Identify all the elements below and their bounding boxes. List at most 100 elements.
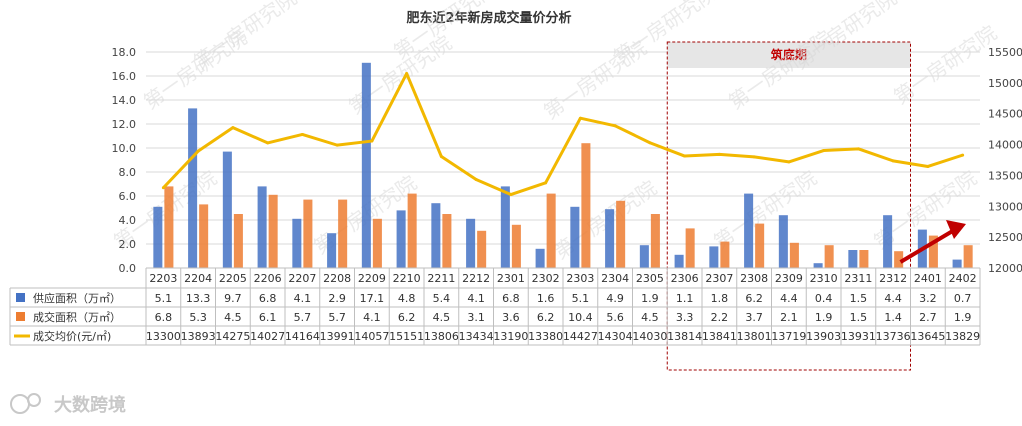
category-label: 2310 bbox=[810, 272, 838, 285]
table-cell: 14275 bbox=[215, 330, 250, 343]
price-point-2204 bbox=[197, 150, 200, 153]
bar-supply-2303 bbox=[570, 207, 579, 268]
category-label: 2307 bbox=[705, 272, 733, 285]
table-cell: 13903 bbox=[806, 330, 841, 343]
price-point-2302 bbox=[544, 181, 547, 184]
table-cell: 6.2 bbox=[398, 311, 416, 324]
table-cell: 6.2 bbox=[745, 292, 763, 305]
table-cell: 14057 bbox=[354, 330, 389, 343]
category-label: 2203 bbox=[149, 272, 177, 285]
table-cell: 5.7 bbox=[328, 311, 346, 324]
table-cell: 4.1 bbox=[467, 292, 485, 305]
watermark: 第一房研究院 bbox=[189, 0, 301, 74]
legend-label: 供应面积（万㎡） bbox=[33, 291, 121, 305]
table-cell: 13736 bbox=[876, 330, 911, 343]
bar-supply-2209 bbox=[362, 63, 371, 268]
bar-sold-2303 bbox=[581, 143, 590, 268]
price-point-2308 bbox=[753, 155, 756, 158]
table-cell: 3.6 bbox=[502, 311, 520, 324]
bar-supply-2210 bbox=[397, 210, 406, 268]
category-label: 2312 bbox=[879, 272, 907, 285]
bar-supply-2305 bbox=[640, 245, 649, 268]
bar-supply-2301 bbox=[501, 186, 510, 268]
price-point-2212 bbox=[475, 178, 478, 181]
table-cell: 4.5 bbox=[433, 311, 451, 324]
table-cell: 1.8 bbox=[711, 292, 729, 305]
bar-sold-2208 bbox=[338, 200, 347, 268]
price-point-2303 bbox=[579, 117, 582, 120]
bar-sold-2209 bbox=[373, 219, 382, 268]
bar-sold-2206 bbox=[269, 195, 278, 268]
right-axis-tick: 14000 bbox=[988, 139, 1022, 152]
price-point-2402 bbox=[961, 154, 964, 157]
bar-supply-2205 bbox=[223, 152, 232, 268]
category-label: 2204 bbox=[184, 272, 212, 285]
bar-sold-2212 bbox=[477, 231, 486, 268]
table-cell: 13300 bbox=[146, 330, 181, 343]
table-cell: 10.4 bbox=[568, 311, 593, 324]
bar-sold-2203 bbox=[164, 186, 173, 268]
category-label: 2304 bbox=[601, 272, 629, 285]
table-cell: 9.7 bbox=[224, 292, 242, 305]
table-cell: 4.5 bbox=[224, 311, 242, 324]
bar-sold-2204 bbox=[199, 204, 208, 268]
price-point-2307 bbox=[718, 153, 721, 156]
price-point-2401 bbox=[926, 165, 929, 168]
left-axis-tick: 0.0 bbox=[119, 262, 137, 275]
table-cell: 17.1 bbox=[360, 292, 385, 305]
table-cell: 13.3 bbox=[186, 292, 211, 305]
brand-logo: 大数跨境 bbox=[11, 394, 126, 416]
table-cell: 14027 bbox=[250, 330, 285, 343]
table-cell: 1.5 bbox=[850, 292, 868, 305]
table-cell: 13806 bbox=[424, 330, 459, 343]
bar-sold-2211 bbox=[442, 214, 451, 268]
table-cell: 4.5 bbox=[641, 311, 659, 324]
table-cell: 1.5 bbox=[850, 311, 868, 324]
table-cell: 1.6 bbox=[537, 292, 555, 305]
price-point-2312 bbox=[892, 159, 895, 162]
bar-sold-2205 bbox=[234, 214, 243, 268]
table-cell: 5.4 bbox=[433, 292, 451, 305]
legend-label: 成交面积（万㎡） bbox=[33, 310, 121, 324]
table-cell: 1.4 bbox=[884, 311, 902, 324]
table-cell: 2.2 bbox=[711, 311, 729, 324]
price-point-2304 bbox=[614, 124, 617, 127]
bar-supply-2306 bbox=[675, 255, 684, 268]
price-point-2211 bbox=[440, 155, 443, 158]
table-cell: 1.9 bbox=[641, 292, 659, 305]
bar-supply-2211 bbox=[431, 203, 440, 268]
category-label: 2205 bbox=[219, 272, 247, 285]
bar-supply-2308 bbox=[744, 194, 753, 268]
category-label: 2302 bbox=[532, 272, 560, 285]
table-cell: 13893 bbox=[181, 330, 216, 343]
price-point-2203 bbox=[162, 186, 165, 189]
table-cell: 3.1 bbox=[467, 311, 485, 324]
left-axis-tick: 8.0 bbox=[119, 166, 137, 179]
bar-supply-2207 bbox=[292, 219, 301, 268]
price-point-2309 bbox=[787, 160, 790, 163]
category-label: 2309 bbox=[775, 272, 803, 285]
right-axis-tick: 13000 bbox=[988, 200, 1022, 213]
bar-supply-2309 bbox=[779, 215, 788, 268]
table-cell: 1.9 bbox=[815, 311, 833, 324]
table-cell: 15151 bbox=[389, 330, 424, 343]
category-label: 2305 bbox=[636, 272, 664, 285]
table-cell: 6.8 bbox=[259, 292, 277, 305]
bar-sold-2402 bbox=[964, 245, 973, 268]
category-label: 2210 bbox=[393, 272, 421, 285]
bar-sold-2304 bbox=[616, 201, 625, 268]
table-cell: 6.1 bbox=[259, 311, 277, 324]
right-axis-tick: 14500 bbox=[988, 108, 1022, 121]
price-point-2305 bbox=[648, 141, 651, 144]
price-point-2210 bbox=[405, 72, 408, 75]
legend-swatch bbox=[16, 312, 25, 321]
table-cell: 14030 bbox=[632, 330, 667, 343]
table-cell: 2.9 bbox=[328, 292, 346, 305]
table-cell: 1.9 bbox=[954, 311, 972, 324]
left-axis-tick: 16.0 bbox=[112, 70, 137, 83]
category-label: 2212 bbox=[462, 272, 490, 285]
bar-sold-2310 bbox=[825, 245, 834, 268]
table-cell: 3.3 bbox=[676, 311, 694, 324]
